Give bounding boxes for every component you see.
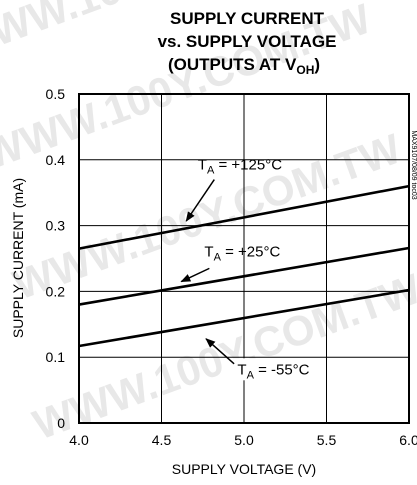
annotations: TA = +125°CTA = +25°CTA = -55°C [180, 157, 316, 381]
figure-code: MAX9107/08/09 toc03 [410, 130, 417, 199]
annotation-rest: = -55°C [254, 361, 310, 378]
series-annotation: TA = -55°C [205, 338, 316, 381]
chart-title-line-3: (OUTPUTS AT VOH) [168, 55, 320, 77]
x-tick-label: 5.5 [317, 432, 337, 448]
annotation-subscript: A [247, 369, 255, 381]
annotation-label: TA = +125°C [198, 157, 282, 177]
watermark-text: WWW.100Y.COM.TW [7, 125, 407, 309]
title-vo-suffix: ) [314, 55, 320, 74]
annotation-main: T [204, 244, 213, 261]
series-line [78, 184, 410, 250]
series-lines [78, 184, 410, 348]
y-tick-label: 0.3 [46, 218, 66, 234]
annotation-arrow [180, 267, 210, 283]
annotation-rest: = +125°C [214, 157, 282, 174]
annotation-label: TA = +25°C [204, 244, 280, 264]
y-tick-label: 0.1 [46, 349, 66, 365]
y-tick-label: 0.4 [46, 152, 66, 168]
y-tick-label: 0.5 [46, 86, 66, 102]
annotation-main: T [237, 361, 246, 378]
x-tick-label: 4.0 [69, 432, 89, 448]
annotation-subscript: A [207, 165, 215, 177]
series-annotation: TA = +25°C [180, 244, 280, 283]
y-tick-label: 0.2 [46, 283, 66, 299]
title-vo-prefix: (OUTPUTS AT V [168, 55, 297, 74]
annotation-arrow [185, 179, 215, 222]
x-axis-label: SUPPLY VOLTAGE (V) [172, 461, 316, 477]
chart-title-line-1: SUPPLY CURRENT [170, 9, 325, 28]
annotation-label: TA = -55°C [237, 361, 309, 381]
y-axis-label: SUPPLY CURRENT (mA) [10, 178, 26, 338]
annotation-arrow [205, 338, 235, 365]
x-tick-label: 6.0 [399, 432, 417, 448]
y-tick-label: 0 [57, 415, 65, 431]
x-tick-label: 4.5 [152, 432, 172, 448]
watermark-text: WWW.100Y.COM.TW [27, 265, 417, 449]
series-line [78, 246, 410, 306]
chart-title-line-2: vs. SUPPLY VOLTAGE [158, 32, 337, 51]
series-annotation: TA = +125°C [185, 157, 282, 222]
annotation-subscript: A [214, 252, 222, 264]
x-axis-ticks: 4.0 4.5 5.0 5.5 6.0 [69, 432, 417, 448]
title-vo-subscript: OH [296, 63, 314, 77]
plot-frame [78, 93, 410, 424]
x-tick-label: 5.0 [234, 432, 254, 448]
chart-title: SUPPLY CURRENT vs. SUPPLY VOLTAGE (OUTPU… [158, 9, 337, 77]
annotation-rest: = +25°C [221, 244, 281, 261]
annotation-backdrop [231, 358, 316, 381]
annotation-main: T [198, 157, 207, 174]
y-axis-ticks: 0 0.1 0.2 0.3 0.4 0.5 [46, 86, 66, 431]
series-line [78, 288, 410, 348]
